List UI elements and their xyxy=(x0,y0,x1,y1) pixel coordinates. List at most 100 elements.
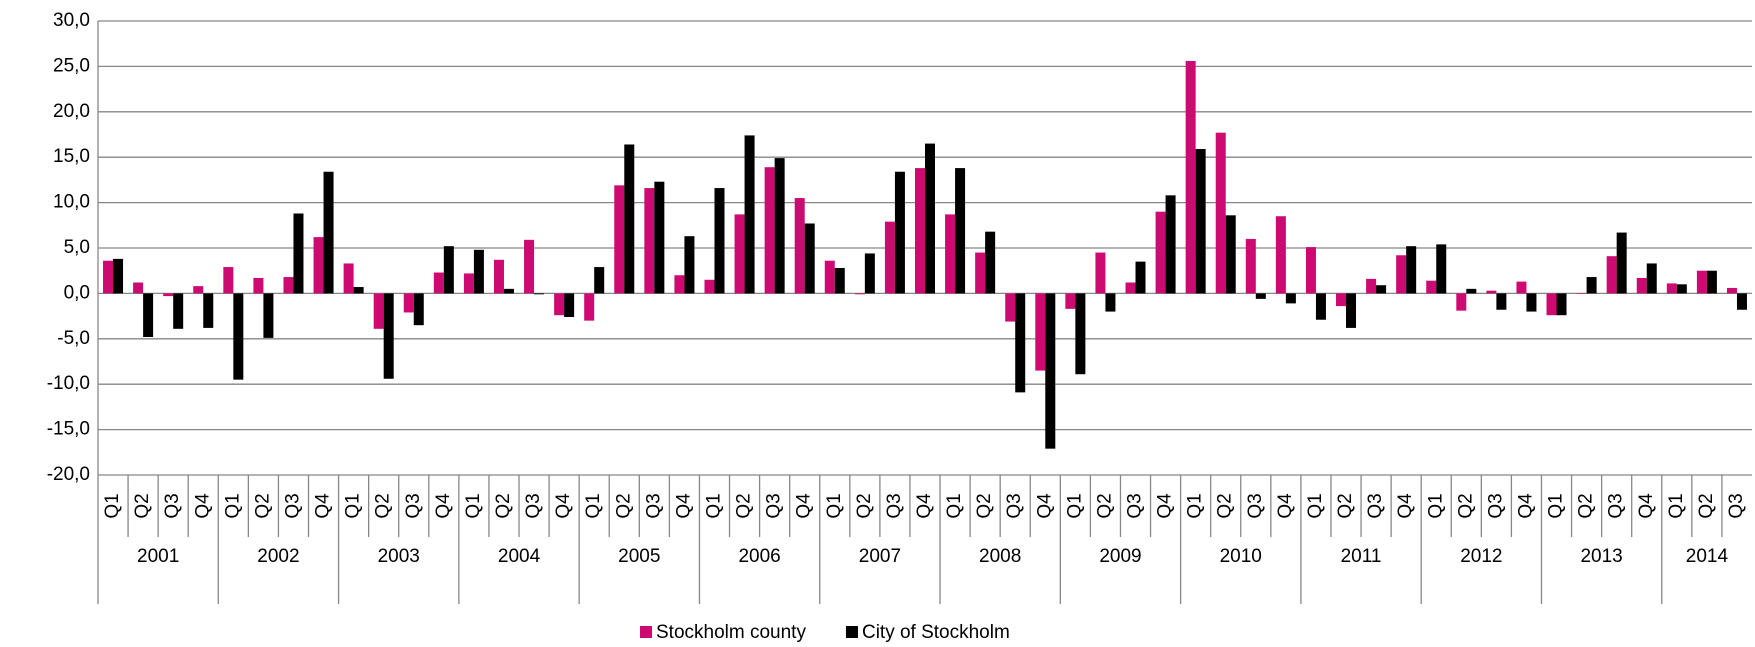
bar xyxy=(1346,293,1357,328)
bar xyxy=(1396,255,1407,294)
bar xyxy=(744,135,755,294)
bar xyxy=(173,293,184,329)
bar xyxy=(534,293,545,295)
bar xyxy=(1616,232,1627,294)
x-tick-label: Q4 xyxy=(1034,493,1055,519)
x-tick-label: Q1 xyxy=(1305,493,1326,518)
bar xyxy=(193,286,204,294)
bar xyxy=(584,293,595,321)
bar xyxy=(1215,132,1226,294)
x-tick-label: Q3 xyxy=(282,493,303,518)
x-tick-label: Q3 xyxy=(1606,493,1627,518)
bar xyxy=(293,213,304,294)
x-tick-label: Q2 xyxy=(1455,493,1476,518)
x-tick-label: Q2 xyxy=(1215,493,1236,518)
bar xyxy=(624,144,635,294)
bar xyxy=(894,171,905,294)
bar xyxy=(103,260,114,294)
legend-swatch xyxy=(845,626,858,638)
bar xyxy=(1075,293,1086,375)
y-tick-label: 20,0 xyxy=(53,101,90,122)
bar xyxy=(1155,211,1166,294)
year-label: 2005 xyxy=(618,546,660,567)
bar xyxy=(1676,284,1687,294)
bar xyxy=(433,272,444,294)
bar xyxy=(283,277,294,294)
bar xyxy=(1696,270,1707,294)
x-tick-label: Q1 xyxy=(583,493,604,518)
x-tick-label: Q3 xyxy=(1245,493,1266,518)
x-tick-label: Q2 xyxy=(854,493,875,518)
legend-label: City of Stockholm xyxy=(862,622,1010,643)
bar xyxy=(884,221,895,294)
x-tick-label: Q3 xyxy=(764,493,785,518)
x-tick-label: Q2 xyxy=(252,493,273,518)
bar xyxy=(1376,285,1387,294)
x-tick-label: Q4 xyxy=(914,493,935,519)
bar xyxy=(1586,277,1597,294)
x-tick-label: Q1 xyxy=(102,493,123,518)
bar xyxy=(854,293,865,295)
bar xyxy=(945,214,956,294)
bar xyxy=(734,214,745,294)
legend-swatch xyxy=(640,626,652,638)
year-label: 2012 xyxy=(1460,546,1502,567)
y-tick-label: 5,0 xyxy=(64,237,90,258)
bar xyxy=(1005,293,1016,322)
year-label: 2007 xyxy=(859,546,901,567)
year-label: 2004 xyxy=(498,546,541,567)
x-tick-label: Q2 xyxy=(493,493,514,518)
bar xyxy=(1336,293,1347,307)
bar xyxy=(1285,293,1296,304)
x-tick-label: Q2 xyxy=(734,493,755,518)
x-tick-label: Q4 xyxy=(673,493,694,519)
bar xyxy=(1456,293,1467,311)
bar xyxy=(343,263,354,294)
bar xyxy=(163,293,174,297)
bar xyxy=(403,293,414,313)
bar xyxy=(794,198,805,294)
bar xyxy=(915,168,925,294)
bar xyxy=(113,258,124,294)
x-tick-label: Q1 xyxy=(944,493,965,518)
x-tick-label: Q4 xyxy=(794,493,815,519)
year-label: 2009 xyxy=(1099,546,1141,567)
bar xyxy=(463,273,474,294)
x-tick-label: Q1 xyxy=(1425,493,1446,518)
bar xyxy=(654,181,665,294)
y-tick-label: 15,0 xyxy=(53,146,90,167)
bar xyxy=(1095,252,1106,294)
x-tick-label: Q2 xyxy=(373,493,394,518)
year-label: 2014 xyxy=(1686,546,1729,567)
bar xyxy=(223,267,234,294)
bar xyxy=(1606,256,1617,294)
x-tick-label: Q1 xyxy=(222,493,243,518)
x-tick-label: Q4 xyxy=(433,493,454,519)
bar xyxy=(1516,281,1527,294)
bar xyxy=(834,267,845,294)
bar xyxy=(1736,293,1747,310)
bar xyxy=(443,246,454,294)
x-tick-label: Q3 xyxy=(1004,493,1025,518)
bar xyxy=(203,293,214,328)
bar xyxy=(524,239,535,294)
x-tick-label: Q2 xyxy=(613,493,634,518)
x-tick-label: Q4 xyxy=(1395,493,1416,519)
bar xyxy=(985,231,996,294)
x-tick-label: Q3 xyxy=(523,493,544,518)
bar xyxy=(133,282,144,294)
bar xyxy=(955,168,966,294)
x-tick-label: Q3 xyxy=(884,493,905,518)
bar xyxy=(1035,293,1046,371)
bar xyxy=(413,293,424,326)
bar xyxy=(614,185,625,294)
x-tick-label: Q4 xyxy=(1636,493,1657,519)
bar xyxy=(925,143,935,294)
bar xyxy=(1436,244,1447,294)
y-tick-label: 25,0 xyxy=(53,55,90,76)
year-label: 2003 xyxy=(378,546,420,567)
x-tick-label: Q4 xyxy=(192,493,213,519)
bar xyxy=(1065,293,1076,309)
x-tick-label: Q3 xyxy=(643,493,664,518)
